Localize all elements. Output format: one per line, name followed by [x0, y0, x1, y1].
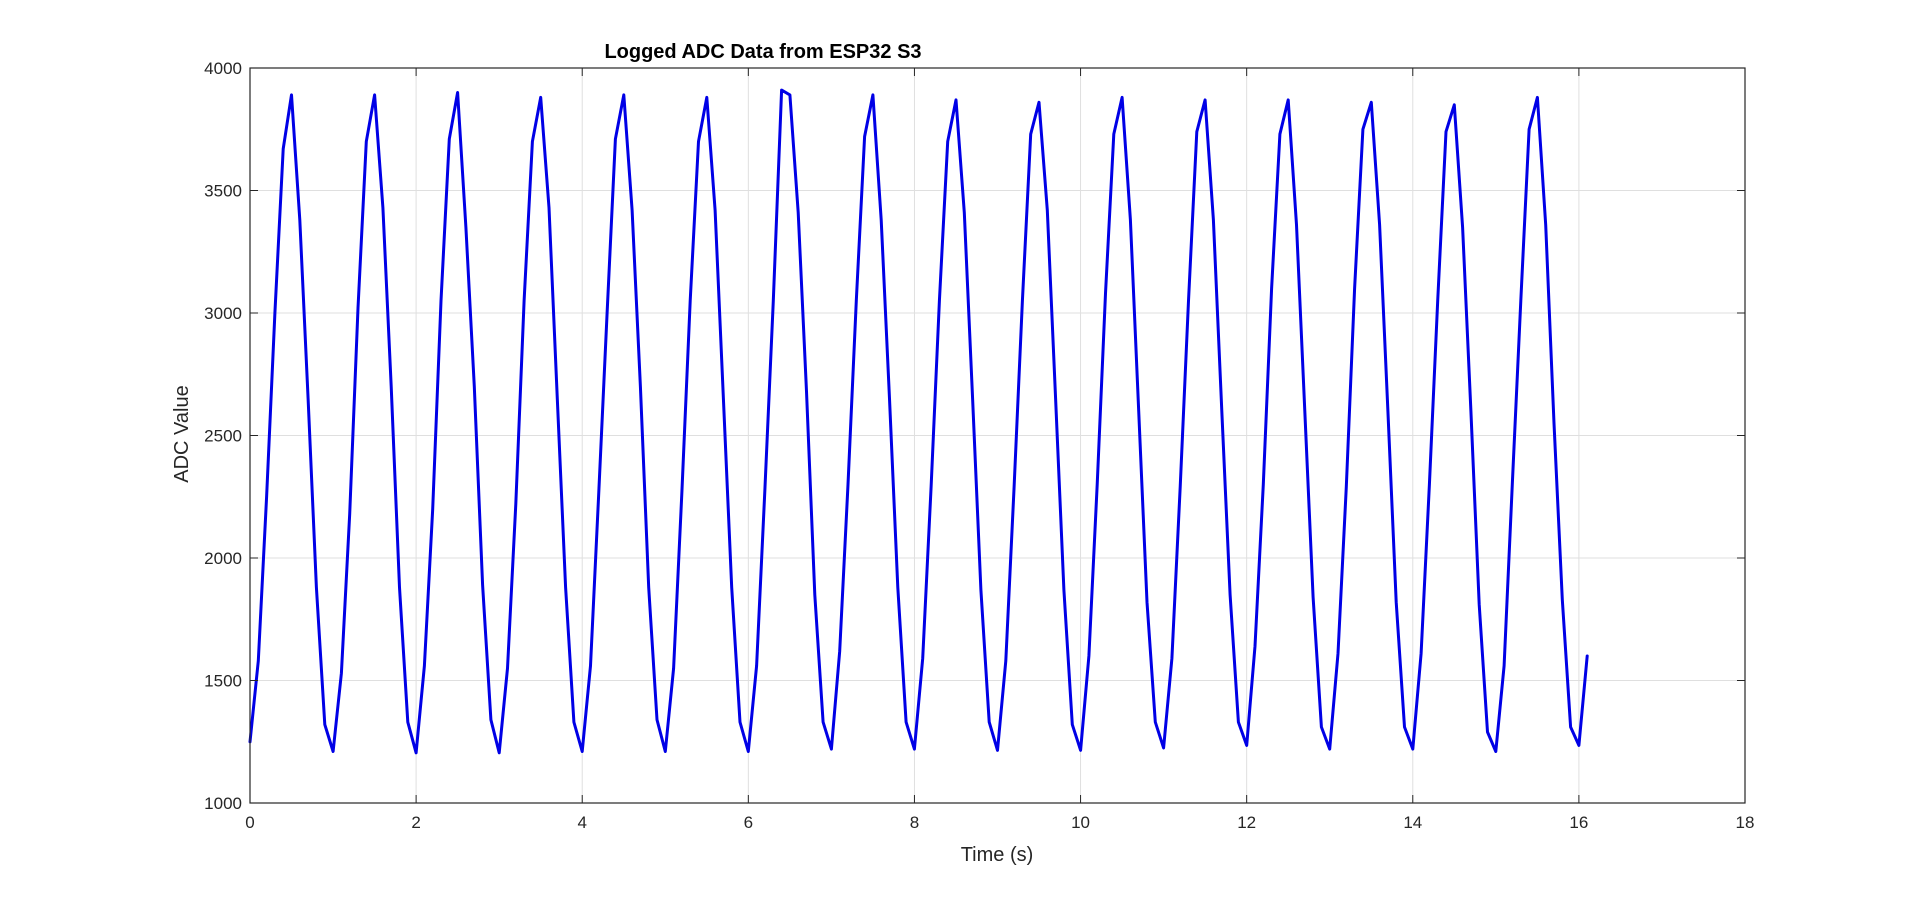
x-tick-label: 10: [1071, 813, 1090, 832]
axis-ticks: 0 2 4 6 8 10 12 14 16 18 1000 1500 2000 2500 3000 3500 4…: [204, 59, 1754, 832]
adc-series-line: [248, 88, 1589, 755]
y-tick-label: 2000: [204, 549, 242, 568]
x-tick-label: 2: [411, 813, 420, 832]
y-tick-label: 3500: [204, 182, 242, 201]
y-tick-label: 3000: [204, 304, 242, 323]
x-axis-label: Time (s): [961, 844, 1034, 866]
y-tick-label: 2500: [204, 427, 242, 446]
x-tick-label: 18: [1736, 813, 1755, 832]
x-tick-label: 0: [245, 813, 254, 832]
x-tick-label: 16: [1569, 813, 1588, 832]
x-tick-label: 14: [1403, 813, 1422, 832]
y-tick-label: 1000: [204, 794, 242, 813]
x-tick-label: 12: [1237, 813, 1256, 832]
x-tick-label: 8: [910, 813, 919, 832]
chart-title: Logged ADC Data from ESP32 S3: [604, 41, 921, 63]
grid-lines: [250, 68, 1745, 803]
x-tick-label: 6: [744, 813, 753, 832]
y-tick-label: 4000: [204, 59, 242, 78]
y-axis-label: ADC Value: [171, 385, 193, 482]
y-tick-label: 1500: [204, 672, 242, 691]
data-series: [248, 88, 1589, 755]
x-tick-label: 4: [577, 813, 586, 832]
